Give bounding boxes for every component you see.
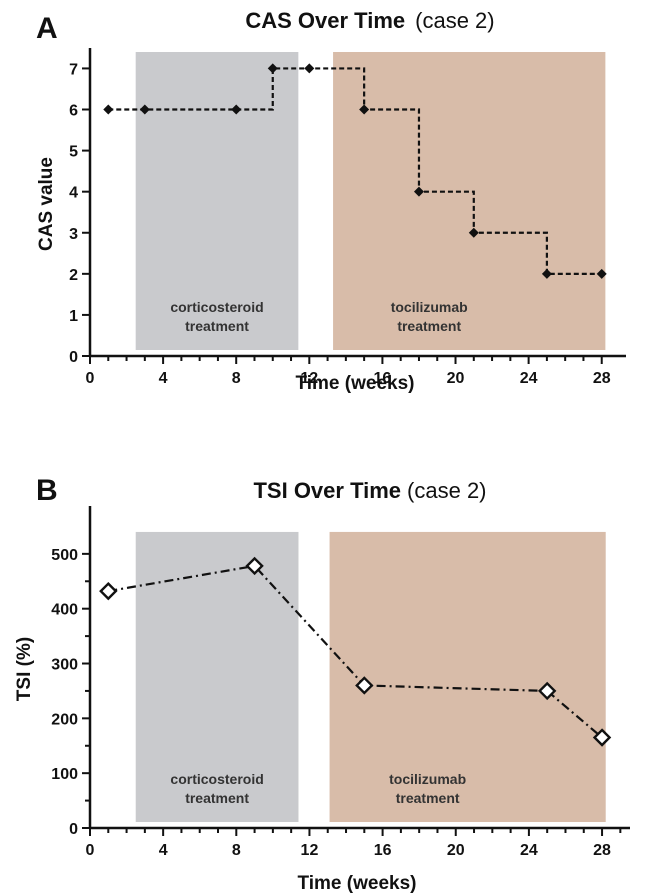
- panel-b-y-tick-label: 500: [51, 547, 78, 564]
- panel-b-x-tick-label: 4: [159, 842, 168, 859]
- panel-a-x-tick-label: 0: [86, 370, 95, 387]
- panel-a-chart: corticosteroid treatment tocilizumab treatm…: [36, 48, 626, 394]
- panel-a-x-tick-label: 16: [374, 370, 392, 387]
- panel-a-shade-corticosteroid: [135, 52, 299, 350]
- panel-a-data-point: [139, 104, 150, 115]
- panel-b-title-suffix: (case 2): [407, 478, 486, 503]
- panel-a-x-tick-label: 28: [593, 370, 611, 387]
- panel-a-data-point: [541, 268, 552, 279]
- panel-a-x-tick-label: 8: [232, 370, 241, 387]
- shade-label-line: tocilizumab: [391, 299, 468, 315]
- panel-a-y-tick-label: 3: [69, 226, 78, 243]
- panel-a-data-point: [267, 63, 278, 74]
- panel-a-y-tick-label: 1: [69, 308, 78, 325]
- shade-label-line: treatment: [185, 790, 249, 806]
- panel-b-x-tick-label: 8: [232, 842, 241, 859]
- panel-b-shade-tocilizumab: [329, 531, 606, 822]
- panel-b-shade-label-corticosteroid: corticosteroid treatment: [170, 771, 263, 806]
- panel-a-shade-label-tocilizumab: tocilizumab treatment: [391, 299, 468, 334]
- shade-label-line: tocilizumab: [389, 771, 466, 787]
- panel-b-x-tick-label: 20: [447, 842, 465, 859]
- panel-a-shade-label-corticosteroid: corticosteroid treatment: [170, 299, 263, 334]
- shade-label-line: treatment: [396, 790, 460, 806]
- panel-a-data-point: [103, 104, 114, 115]
- panel-b-data-point: [537, 681, 557, 701]
- panel-b-data-point: [245, 556, 264, 576]
- panel-a-x-axis-label: Time (weeks): [296, 373, 415, 394]
- panel-a-letter: A: [36, 12, 58, 45]
- panel-b-title: TSI Over Time (case 2): [253, 478, 486, 503]
- panel-b-y-axis-label: TSI (%): [14, 637, 35, 701]
- panel-a-y-tick-label: 4: [69, 185, 78, 202]
- panel-a-title: CAS Over Time (case 2): [245, 8, 494, 33]
- panel-b-title-main: TSI Over Time: [253, 478, 401, 503]
- panel-b-y-tick-label: 200: [51, 711, 78, 728]
- panel-a-x-tick-label: 20: [447, 370, 465, 387]
- panel-b-x-tick-label: 16: [374, 842, 392, 859]
- panel-b-shade-corticosteroid: [135, 531, 299, 822]
- panel-a-x-tick-label: 4: [159, 370, 168, 387]
- panel-a-data-point: [596, 268, 607, 279]
- panel-a-y-tick-label: 5: [69, 144, 78, 161]
- panel-a-y-tick-label: 7: [69, 61, 78, 78]
- panel-b-y-tick-label: 400: [51, 602, 78, 619]
- panel-a-data-point: [413, 186, 424, 197]
- panel-a-y-tick-label: 6: [69, 103, 78, 120]
- shade-label-line: corticosteroid: [170, 771, 263, 787]
- shade-label-line: treatment: [185, 318, 249, 334]
- panel-b-data-point: [592, 728, 612, 747]
- panel-a-x-tick-label: 24: [520, 370, 538, 387]
- panel-a-shade-tocilizumab: [333, 52, 606, 350]
- panel-a-x-tick-label: 12: [300, 370, 318, 387]
- panel-b-y-tick-label: 100: [51, 766, 78, 783]
- shade-label-line: corticosteroid: [170, 299, 263, 315]
- panel-b-x-tick-label: 28: [593, 842, 611, 859]
- panel-a-title-main: CAS Over Time: [245, 8, 405, 33]
- panel-b-data-point: [355, 676, 374, 695]
- panel-a-y-axis-label: CAS value: [36, 157, 57, 251]
- panel-a-y-tick-label: 2: [69, 267, 78, 284]
- shade-label-line: treatment: [397, 318, 461, 334]
- panel-b-y-tick-label: 0: [69, 821, 78, 838]
- panel-b-shade-label-tocilizumab: tocilizumab treatment: [389, 771, 466, 806]
- panel-a-data-point: [304, 63, 315, 74]
- panel-b-x-tick-label: 24: [520, 842, 538, 859]
- panel-b-letter: B: [36, 474, 58, 507]
- panel-a-data-point: [231, 104, 242, 115]
- panel-b-x-axis-label: Time (weeks): [298, 873, 417, 894]
- panel-a-title-suffix: (case 2): [415, 8, 494, 33]
- panel-a-data-point: [359, 104, 370, 115]
- panel-a-y-tick-label: 0: [69, 349, 78, 366]
- panel-b-x-tick-label: 0: [86, 842, 95, 859]
- panel-a-data-point: [468, 227, 479, 238]
- panel-b-x-tick-label: 12: [301, 842, 319, 859]
- panel-b-chart: corticosteroid treatment tocilizumab treatm…: [14, 506, 630, 894]
- panel-b-data-point: [99, 581, 118, 601]
- panel-b-y-tick-label: 300: [51, 657, 78, 674]
